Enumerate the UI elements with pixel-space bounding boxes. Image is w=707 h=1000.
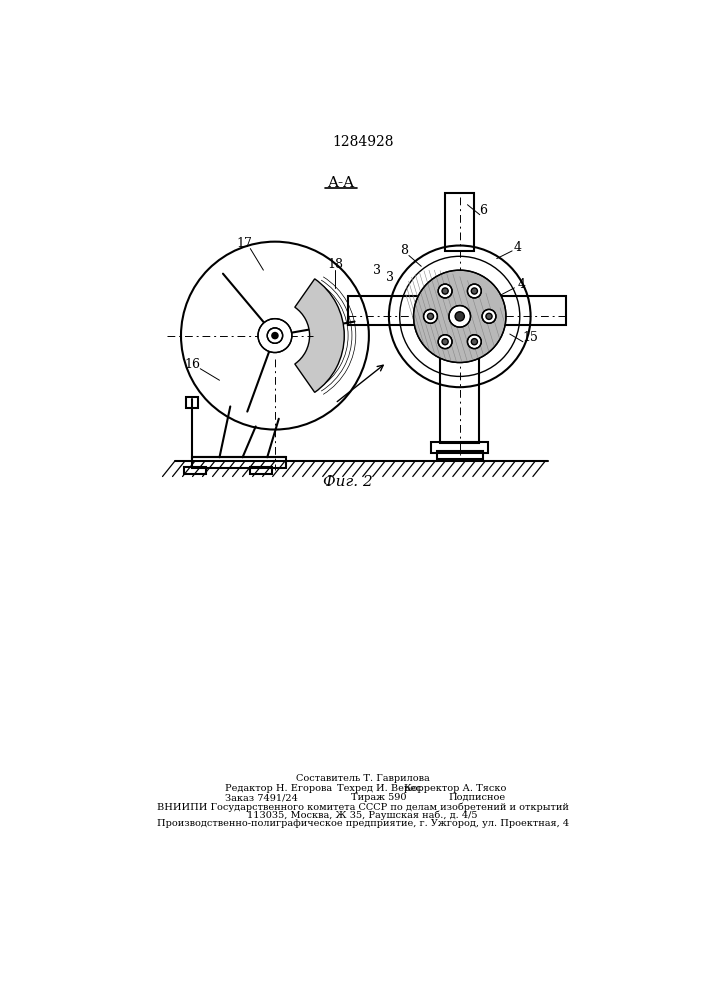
Circle shape: [449, 306, 471, 327]
Circle shape: [414, 270, 506, 363]
Circle shape: [267, 328, 283, 343]
Bar: [250, 466, 272, 474]
Text: A-A: A-A: [327, 176, 354, 190]
Text: Подписное: Подписное: [449, 793, 506, 802]
Bar: [497, 296, 566, 325]
Text: Корректор А. Тяско: Корректор А. Тяско: [404, 784, 506, 793]
Wedge shape: [295, 279, 344, 392]
Bar: [348, 296, 425, 325]
Text: Фиг. 2: Фиг. 2: [323, 475, 373, 489]
Text: 4: 4: [513, 241, 522, 254]
Text: 113035, Москва, Ж 35, Раушская наб., д. 4/5: 113035, Москва, Ж 35, Раушская наб., д. …: [247, 811, 478, 820]
Circle shape: [482, 309, 496, 323]
Text: ВНИИПИ Государственного комитета СССР по делам изобретений и открытий: ВНИИПИ Государственного комитета СССР по…: [157, 802, 568, 812]
Bar: [431, 442, 489, 453]
Text: 17: 17: [236, 237, 252, 250]
Circle shape: [472, 339, 477, 345]
Circle shape: [258, 319, 292, 353]
Circle shape: [472, 288, 477, 294]
Circle shape: [467, 284, 481, 298]
Text: 16: 16: [185, 358, 201, 371]
Text: 3: 3: [387, 271, 395, 284]
Circle shape: [438, 284, 452, 298]
Text: 1284928: 1284928: [332, 135, 394, 149]
Text: 8: 8: [400, 244, 409, 257]
Bar: [437, 451, 483, 459]
Text: 15: 15: [522, 331, 539, 344]
Text: 4: 4: [518, 278, 525, 291]
Text: 6: 6: [479, 204, 487, 217]
Text: Составитель Т. Гаврилова: Составитель Т. Гаврилова: [296, 774, 430, 783]
Circle shape: [428, 313, 433, 319]
Circle shape: [467, 335, 481, 349]
Circle shape: [442, 288, 448, 294]
Bar: [192, 457, 286, 468]
Text: Заказ 7491/24: Заказ 7491/24: [225, 793, 298, 802]
Bar: [184, 466, 206, 474]
Text: 3: 3: [373, 264, 381, 277]
Circle shape: [486, 313, 492, 319]
Text: Тираж 590: Тираж 590: [351, 793, 407, 802]
Text: 18: 18: [327, 258, 343, 271]
Bar: [440, 351, 479, 443]
Bar: [186, 397, 198, 408]
Text: Производственно-полиграфическое предприятие, г. Ужгород, ул. Проектная, 4: Производственно-полиграфическое предприя…: [157, 819, 569, 828]
Bar: [445, 193, 474, 251]
Circle shape: [442, 339, 448, 345]
Circle shape: [423, 309, 438, 323]
Text: Редактор Н. Егорова: Редактор Н. Егорова: [225, 784, 332, 793]
Text: Техред И. Верес: Техред И. Верес: [337, 784, 421, 793]
Circle shape: [438, 335, 452, 349]
Circle shape: [272, 333, 278, 339]
Circle shape: [455, 312, 464, 321]
